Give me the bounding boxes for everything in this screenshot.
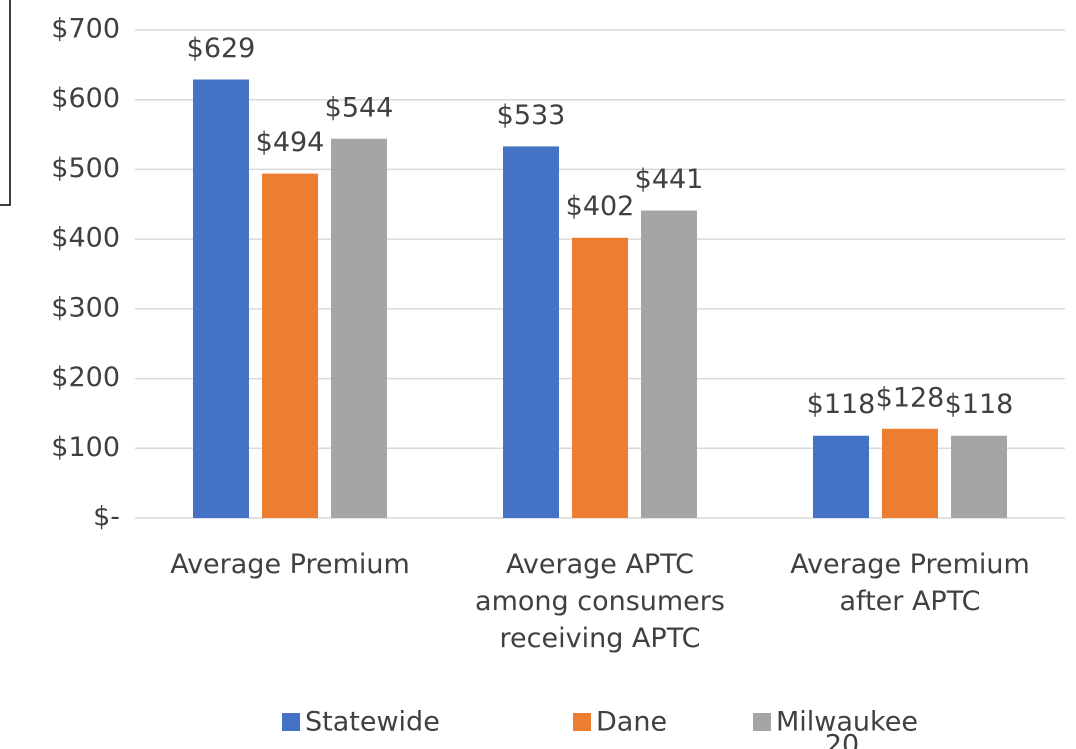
bar xyxy=(882,428,938,518)
value-label: $494 xyxy=(256,127,325,158)
y-tick-label: $- xyxy=(93,502,120,533)
value-label: $441 xyxy=(635,164,704,195)
value-label: $544 xyxy=(325,92,394,123)
bar xyxy=(951,435,1007,518)
value-label: $118 xyxy=(945,389,1014,420)
value-label: $402 xyxy=(566,191,635,222)
legend-swatch xyxy=(282,713,300,731)
value-label: $128 xyxy=(876,382,945,413)
bar xyxy=(503,146,559,518)
frame-edge xyxy=(0,0,11,206)
value-label: $118 xyxy=(807,389,876,420)
bar xyxy=(193,79,249,519)
y-tick-label: $600 xyxy=(51,83,120,114)
legend-label: Statewide xyxy=(305,707,440,738)
bar xyxy=(641,210,697,518)
bar xyxy=(813,435,869,518)
bar xyxy=(572,237,628,518)
page-number: 20 xyxy=(825,730,859,749)
value-label: $533 xyxy=(497,100,566,131)
y-tick-label: $200 xyxy=(51,362,120,393)
x-tick-label: Average Premium xyxy=(170,549,410,580)
legend-swatch xyxy=(753,713,771,731)
x-tick-label: Average APTC among consumers receiving APT… xyxy=(475,549,725,654)
bar xyxy=(262,173,318,518)
y-tick-label: $400 xyxy=(51,223,120,254)
bar xyxy=(331,138,387,519)
y-tick-label: $500 xyxy=(51,153,120,184)
y-tick-label: $700 xyxy=(51,14,120,45)
y-tick-label: $300 xyxy=(51,292,120,323)
value-label: $629 xyxy=(187,33,256,64)
legend-label: Milwaukee xyxy=(776,707,918,738)
legend-label: Dane xyxy=(596,707,667,738)
x-tick-label: Average Premium after APTC xyxy=(790,549,1030,617)
legend-swatch xyxy=(573,713,591,731)
y-tick-label: $100 xyxy=(51,432,120,463)
